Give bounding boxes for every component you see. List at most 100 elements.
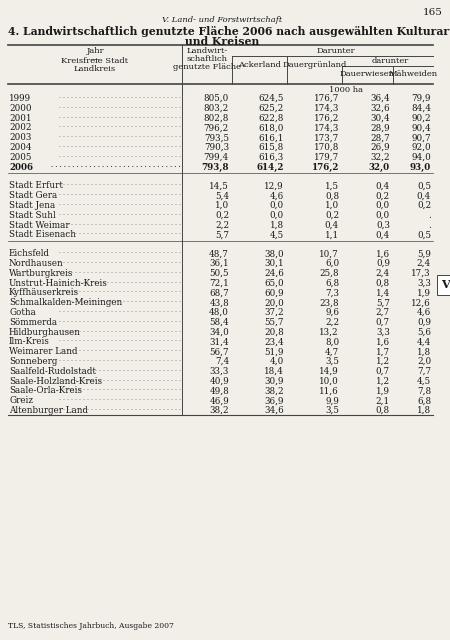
Text: 49,8: 49,8 (209, 387, 229, 396)
Text: Hildburghausen: Hildburghausen (9, 328, 81, 337)
Text: 5,7: 5,7 (215, 230, 229, 239)
Text: . . . . . . . . . . . . . . . . . . . . . . . . . . . . . . .: . . . . . . . . . . . . . . . . . . . . … (59, 269, 181, 274)
Text: Ackerland: Ackerland (238, 61, 281, 69)
Text: 618,0: 618,0 (259, 124, 284, 132)
Text: . . . . . . . . . . . . . . . . . . . . . . . . . . . . . . .: . . . . . . . . . . . . . . . . . . . . … (59, 318, 181, 323)
Text: 624,5: 624,5 (259, 94, 284, 103)
Text: 616,1: 616,1 (259, 133, 284, 142)
Text: 0,2: 0,2 (417, 201, 431, 210)
Text: 0,4: 0,4 (376, 181, 390, 190)
Text: Weimarer Land: Weimarer Land (9, 348, 77, 356)
Text: . . . . . . . . . . . . . . . . . . . . . . . . . . . . . . .: . . . . . . . . . . . . . . . . . . . . … (59, 133, 181, 138)
Text: 4,5: 4,5 (417, 376, 431, 386)
Text: 40,9: 40,9 (209, 376, 229, 386)
Text: 799,4: 799,4 (204, 153, 229, 162)
Text: 2000: 2000 (9, 104, 32, 113)
Text: 48,7: 48,7 (209, 249, 229, 258)
Text: . . . . . . . . . . . . . . . . . . . . . . . . . . . . . . .: . . . . . . . . . . . . . . . . . . . . … (59, 221, 181, 225)
Text: 56,7: 56,7 (209, 348, 229, 356)
Text: 1,0: 1,0 (215, 201, 229, 210)
Text: 0,7: 0,7 (376, 318, 390, 327)
Text: . . . . . . . . . . . . . . . . . . . . . . . . . . . . . . .: . . . . . . . . . . . . . . . . . . . . … (59, 298, 181, 303)
Text: 2003: 2003 (9, 133, 32, 142)
Text: 60,9: 60,9 (265, 289, 284, 298)
Text: Stadt Erfurt: Stadt Erfurt (9, 181, 63, 190)
Text: 90,4: 90,4 (411, 124, 431, 132)
Text: . . . . . . . . . . . . . . . . . . . . . . . . . . . . . . .: . . . . . . . . . . . . . . . . . . . . … (59, 181, 181, 186)
Text: Greiz: Greiz (9, 396, 33, 405)
Text: Stadt Jena: Stadt Jena (9, 201, 55, 210)
Text: Sömmerda: Sömmerda (9, 318, 57, 327)
Text: 176,2: 176,2 (314, 113, 339, 123)
Bar (437, 275, 450, 295)
Text: 90,7: 90,7 (411, 133, 431, 142)
Text: Darunter: Darunter (317, 47, 356, 55)
Text: 2,4: 2,4 (417, 259, 431, 268)
Text: 0,0: 0,0 (376, 201, 390, 210)
Text: TLS, Statistisches Jahrbuch, Ausgabe 2007: TLS, Statistisches Jahrbuch, Ausgabe 200… (8, 622, 174, 630)
Text: 68,7: 68,7 (209, 289, 229, 298)
Text: 10,0: 10,0 (319, 376, 339, 386)
Text: 0,5: 0,5 (417, 230, 431, 239)
Text: 30,1: 30,1 (265, 259, 284, 268)
Text: 4,6: 4,6 (417, 308, 431, 317)
Text: 23,8: 23,8 (320, 298, 339, 307)
Text: . . . . . . . . . . . . . . . . . . . . . . . . . . . . . . .: . . . . . . . . . . . . . . . . . . . . … (59, 337, 181, 342)
Text: 84,4: 84,4 (411, 104, 431, 113)
Text: 174,3: 174,3 (314, 104, 339, 113)
Text: V: V (441, 280, 449, 291)
Text: 36,9: 36,9 (265, 396, 284, 405)
Text: 6,8: 6,8 (325, 278, 339, 287)
Text: Kyffhäuserkreis: Kyffhäuserkreis (9, 289, 79, 298)
Text: 28,7: 28,7 (370, 133, 390, 142)
Text: 5,7: 5,7 (376, 298, 390, 307)
Text: 48,0: 48,0 (209, 308, 229, 317)
Text: 0,7: 0,7 (376, 367, 390, 376)
Text: 12,9: 12,9 (265, 181, 284, 190)
Text: 55,7: 55,7 (265, 318, 284, 327)
Text: 26,9: 26,9 (370, 143, 390, 152)
Text: . . . . . . . . . . . . . . . . . . . . . . . . . . . . . . .: . . . . . . . . . . . . . . . . . . . . … (59, 143, 181, 148)
Text: Landwirt-: Landwirt- (186, 47, 228, 55)
Text: . . . . . . . . . . . . . . . . . . . . . . . . . . . . . . .: . . . . . . . . . . . . . . . . . . . . … (59, 357, 181, 362)
Text: 92,0: 92,0 (411, 143, 431, 152)
Text: . . . . . . . . . . . . . . . . . . . . . . . . . . . . . . .: . . . . . . . . . . . . . . . . . . . . … (59, 201, 181, 206)
Text: 0,2: 0,2 (215, 211, 229, 220)
Text: Nordhausen: Nordhausen (9, 259, 64, 268)
Text: 3,5: 3,5 (325, 406, 339, 415)
Text: . . . . . . . . . . . . . . . . . . . . . . . . . . . . . . .: . . . . . . . . . . . . . . . . . . . . … (59, 191, 181, 196)
Text: . . . . . . . . . . . . . . . . . . . . . . . . . . . . . . .: . . . . . . . . . . . . . . . . . . . . … (59, 396, 181, 401)
Text: 17,3: 17,3 (411, 269, 431, 278)
Text: 46,9: 46,9 (209, 396, 229, 405)
Text: 36,4: 36,4 (370, 94, 390, 103)
Text: . . . . . . . . . . . . . . . . . . . . . . . . . . . . . . .: . . . . . . . . . . . . . . . . . . . . … (59, 376, 181, 381)
Text: . . . . . . . . . . . . . . . . . . . . . . . . . . . . . . .: . . . . . . . . . . . . . . . . . . . . … (59, 387, 181, 392)
Text: . . . . . . . . . . . . . . . . . . . . . . . . . . . . . . .: . . . . . . . . . . . . . . . . . . . . … (59, 367, 181, 372)
Text: darunter: darunter (372, 57, 409, 65)
Text: Mähweiden: Mähweiden (388, 70, 437, 78)
Text: 4,4: 4,4 (417, 337, 431, 346)
Text: 8,0: 8,0 (325, 337, 339, 346)
Text: 11,6: 11,6 (319, 387, 339, 396)
Text: 32,0: 32,0 (369, 163, 390, 172)
Text: 0,4: 0,4 (376, 230, 390, 239)
Text: 1,8: 1,8 (417, 406, 431, 415)
Text: 2001: 2001 (9, 113, 32, 123)
Text: Saale-Orla-Kreis: Saale-Orla-Kreis (9, 387, 82, 396)
Text: 615,8: 615,8 (259, 143, 284, 152)
Text: Schmalkalden-Meiningen: Schmalkalden-Meiningen (9, 298, 122, 307)
Text: 7,8: 7,8 (417, 387, 431, 396)
Text: 0,4: 0,4 (325, 221, 339, 230)
Text: 2,7: 2,7 (376, 308, 390, 317)
Text: —: — (91, 55, 99, 63)
Text: . . . . . . . . . . . . . . . . . . . . . . . . . . . . . . .: . . . . . . . . . . . . . . . . . . . . … (59, 308, 181, 313)
Text: 179,7: 179,7 (314, 153, 339, 162)
Text: 5,6: 5,6 (417, 328, 431, 337)
Text: 1,9: 1,9 (417, 289, 431, 298)
Text: 2,1: 2,1 (376, 396, 390, 405)
Text: 5,9: 5,9 (417, 249, 431, 258)
Text: 2,2: 2,2 (215, 221, 229, 230)
Text: .: . (428, 211, 431, 220)
Text: 3,3: 3,3 (417, 278, 431, 287)
Text: . . . . . . . . . . . . . . . . . . . . . . . . . . . . . . .: . . . . . . . . . . . . . . . . . . . . … (59, 259, 181, 264)
